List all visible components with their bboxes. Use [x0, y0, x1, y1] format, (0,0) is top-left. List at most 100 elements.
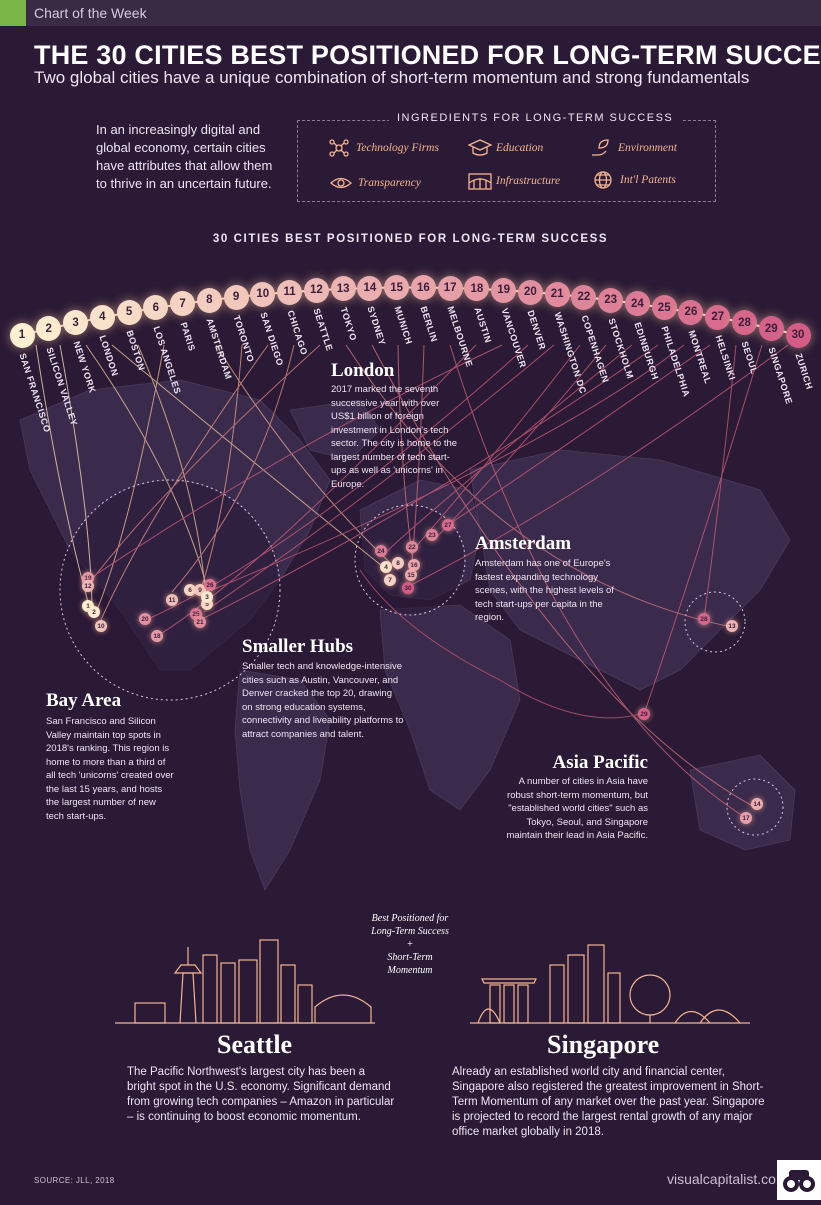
rank-badge-15: 15 — [384, 275, 410, 301]
ranking-list: 1 SAN FRANCISCO 2 SILICON VALLEY 3 NEW YORK 4 L… — [0, 250, 821, 450]
map-marker-3: 3 — [201, 591, 213, 603]
rank-badge-29: 29 — [758, 316, 784, 342]
rank-badge-14: 14 — [357, 275, 383, 301]
map-marker-26: 26 — [204, 579, 216, 591]
london-title: London — [331, 360, 395, 381]
rank-city-10: SAN DIEGO — [258, 311, 286, 368]
rank-badge-2: 2 — [36, 316, 62, 342]
legend-plus: + — [407, 939, 413, 950]
rank-city-18: AUSTIN — [472, 305, 494, 345]
australia-shape — [689, 754, 796, 851]
map-marker-4: 4 — [380, 561, 392, 573]
map-marker-21: 21 — [194, 616, 206, 628]
bridge-icon — [468, 173, 492, 190]
rank-city-27: HELSINKI — [713, 334, 738, 382]
rank-badge-27: 27 — [705, 304, 731, 330]
bay-area-lens — [59, 479, 281, 701]
map-marker-15: 15 — [405, 569, 417, 581]
smaller-hubs-text: Smaller tech and knowledge-intensive cit… — [242, 661, 404, 740]
site-link[interactable]: visualcapitalist.com — [667, 1171, 788, 1187]
rank-badge-26: 26 — [678, 299, 704, 325]
rank-city-15: MUNICH — [392, 304, 414, 346]
rank-city-19: VANCOUVER — [499, 307, 528, 370]
legend-center: Best Positioned for Long-Term Success + … — [330, 912, 490, 977]
network-icon — [329, 139, 349, 157]
ingredient-label: Environment — [618, 142, 677, 154]
ingredient-label: Transparency — [358, 177, 421, 189]
map-marker-8: 8 — [392, 557, 404, 569]
seattle-title: Seattle — [217, 1030, 293, 1059]
source-note: SOURCE: JLL, 2018 — [34, 1176, 115, 1185]
rank-badge-23: 23 — [598, 287, 624, 313]
rank-badge-25: 25 — [651, 295, 677, 321]
map-marker-17: 17 — [740, 812, 752, 824]
ingredient-environment: Environment — [592, 139, 677, 156]
chart-of-week-tag: Chart of the Week — [34, 5, 147, 21]
rank-city-8: AMSTERDAM — [204, 317, 235, 382]
map-marker-13: 13 — [726, 620, 738, 632]
map-marker-28: 28 — [698, 613, 710, 625]
australia-lens — [726, 778, 784, 836]
rank-badge-8: 8 — [196, 287, 222, 313]
logo — [777, 1160, 821, 1200]
ingredient-infrastructure: Infrastructure — [468, 173, 560, 190]
ingredient-transparency: Transparency — [330, 177, 421, 189]
rank-city-23: STOCKHOLM — [606, 317, 636, 381]
map-marker-12: 12 — [82, 580, 94, 592]
legend-line: Long-Term Success — [371, 926, 449, 937]
rank-badge-24: 24 — [624, 291, 650, 317]
legend-line: Momentum — [387, 965, 433, 976]
map-marker-10: 10 — [95, 620, 107, 632]
map-marker-11: 11 — [166, 594, 178, 606]
eye-icon — [330, 177, 352, 189]
rank-city-30: ZURICH — [793, 352, 815, 391]
bay-area-text: San Francisco and Silicon Valley maintai… — [46, 716, 174, 822]
singapore-text: Already an established world city and fi… — [452, 1066, 765, 1138]
rank-badge-13: 13 — [330, 276, 356, 302]
map-marker-14: 14 — [751, 798, 763, 810]
seattle-text: The Pacific Northwest's largest city has… — [127, 1066, 395, 1123]
rank-badge-11: 11 — [277, 279, 303, 305]
map-marker-18: 18 — [151, 630, 163, 642]
asia-lens — [684, 591, 746, 653]
rank-badge-18: 18 — [464, 276, 490, 302]
ingredient-label: Technology Firms — [356, 142, 439, 154]
page-title: THE 30 CITIES BEST POSITIONED FOR LONG-T… — [34, 40, 821, 70]
map-marker-20: 20 — [139, 613, 151, 625]
rank-badge-17: 17 — [437, 275, 463, 301]
asia-pacific-text: A number of cities in Asia have robust s… — [506, 776, 648, 841]
london-text: 2017 marked the seventh successive year … — [331, 384, 458, 490]
rank-badge-19: 19 — [491, 277, 517, 303]
map-marker-16: 16 — [408, 559, 420, 571]
rank-city-14: SYDNEY — [365, 305, 388, 347]
map-marker-24: 24 — [375, 545, 387, 557]
rank-city-29: SINGAPORE — [766, 345, 795, 406]
map-marker-22: 22 — [406, 541, 418, 553]
map-marker-27: 27 — [442, 519, 454, 531]
rank-badge-4: 4 — [89, 304, 115, 330]
rank-badge-28: 28 — [731, 310, 757, 336]
rank-city-20: DENVER — [525, 309, 549, 352]
brand-square — [0, 0, 26, 26]
ranking-heading: 30 CITIES BEST POSITIONED FOR LONG-TERM … — [212, 233, 609, 245]
singapore-skyline-icon — [470, 944, 750, 1024]
amsterdam-text: Amsterdam has one of Europe's fastest ex… — [475, 558, 614, 623]
rank-city-9: TORONTO — [231, 314, 257, 364]
rank-city-11: CHICAGO — [285, 309, 310, 357]
rank-badge-22: 22 — [571, 284, 597, 310]
ingredients-box — [297, 120, 716, 202]
rank-city-22: COPENHAGEN — [579, 314, 611, 385]
rank-badge-21: 21 — [544, 281, 570, 307]
map-marker-30: 30 — [402, 582, 414, 594]
rank-city-17: MELBOURNE — [445, 305, 475, 369]
rank-badge-3: 3 — [63, 310, 89, 336]
amsterdam-title: Amsterdam — [475, 533, 572, 554]
asia-shape — [469, 449, 791, 691]
rank-city-24: EDINBURGH — [632, 320, 661, 381]
map-marker-2: 2 — [88, 606, 100, 618]
rank-city-5: BOSTON — [124, 329, 147, 373]
globe-icon — [594, 171, 612, 189]
rank-badge-10: 10 — [250, 281, 276, 307]
ingredient-label: Education — [496, 142, 544, 154]
ingredient-education: Education — [468, 139, 544, 156]
